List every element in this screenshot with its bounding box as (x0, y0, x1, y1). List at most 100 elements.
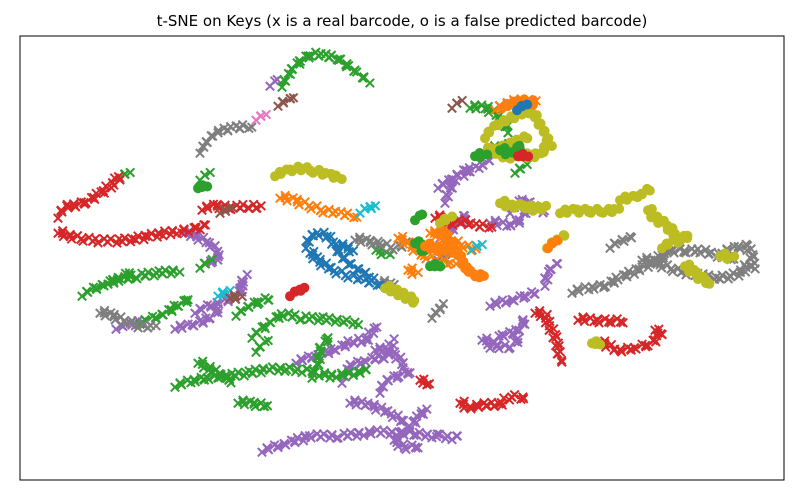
real-barcode-point (292, 194, 303, 205)
real-barcode-point (389, 333, 400, 344)
real-barcode-point (370, 405, 381, 416)
real-barcode-point (324, 312, 335, 323)
real-barcode-point (371, 322, 382, 333)
real-barcode-point (353, 427, 364, 438)
real-barcode-point (99, 188, 110, 199)
real-barcode-point (438, 298, 449, 309)
real-barcode-point (342, 208, 353, 219)
false-barcode-point (541, 200, 552, 211)
real-barcode-point (657, 329, 668, 340)
real-barcode-point (294, 199, 304, 210)
real-barcode-point (746, 243, 757, 254)
real-barcode-point (220, 206, 231, 217)
real-barcode-point (277, 311, 288, 322)
real-barcode-point (150, 312, 161, 323)
real-barcode-point (606, 317, 616, 328)
real-barcode-point (125, 167, 136, 178)
false-barcode-point (704, 278, 715, 289)
real-barcode-point (477, 239, 488, 250)
real-barcode-point (190, 222, 201, 233)
real-barcode-point (242, 269, 253, 280)
real-barcode-point (451, 431, 462, 441)
real-barcode-point (556, 357, 567, 368)
false-barcode-point (523, 151, 534, 162)
real-barcode-point (640, 340, 651, 351)
real-barcode-point (272, 441, 283, 452)
real-barcode-point (133, 322, 143, 333)
real-barcode-point (360, 364, 371, 375)
real-barcode-point (413, 442, 423, 453)
real-barcode-point (457, 95, 468, 106)
real-barcode-point (205, 167, 216, 178)
real-barcode-point (369, 399, 380, 410)
real-barcode-point (267, 362, 278, 372)
real-barcode-point (343, 272, 353, 283)
real-barcode-point (177, 323, 187, 334)
real-barcode-point (326, 50, 337, 61)
real-barcode-point (497, 400, 508, 411)
real-barcode-point (205, 367, 216, 378)
real-barcode-point (113, 171, 124, 182)
real-barcode-point (243, 202, 253, 213)
real-barcode-point (372, 350, 383, 361)
real-barcode-point (318, 429, 329, 439)
real-barcode-point (548, 323, 559, 334)
real-barcode-point (236, 306, 247, 317)
real-barcode-point (518, 314, 528, 325)
real-barcode-point (121, 318, 131, 329)
real-barcode-point (203, 374, 214, 385)
real-barcode-point (278, 97, 289, 108)
real-barcode-point (518, 393, 529, 404)
false-barcode-point (552, 235, 563, 246)
real-barcode-point (239, 399, 250, 410)
real-barcode-point (414, 427, 425, 438)
real-barcode-point (406, 265, 417, 276)
real-barcode-point (193, 235, 203, 246)
real-barcode-point (408, 430, 419, 441)
real-barcode-point (100, 310, 111, 321)
real-barcode-point (325, 231, 336, 242)
false-barcode-point (514, 140, 525, 151)
real-barcode-point (376, 241, 386, 252)
real-barcode-point (579, 316, 590, 327)
real-barcode-point (294, 59, 305, 70)
real-barcode-point (260, 336, 271, 347)
real-barcode-point (421, 404, 432, 415)
real-barcode-point (416, 406, 427, 417)
real-barcode-point (552, 258, 563, 269)
real-barcode-point (207, 254, 218, 265)
real-barcode-point (178, 224, 189, 234)
real-barcode-point (413, 267, 424, 278)
real-barcode-point (215, 372, 226, 383)
real-barcode-point (332, 314, 342, 325)
real-barcode-point (364, 78, 375, 88)
real-barcode-point (53, 213, 63, 224)
real-barcode-point (483, 223, 494, 233)
real-barcode-point (355, 237, 366, 248)
real-barcode-point (610, 239, 621, 249)
real-barcode-point (351, 399, 362, 410)
real-barcode-point (514, 218, 525, 229)
real-barcode-point (485, 343, 495, 354)
real-barcode-point (489, 401, 499, 412)
real-barcode-point (667, 266, 678, 277)
real-barcode-point (174, 267, 185, 278)
real-barcode-point (434, 429, 445, 440)
real-barcode-point (365, 428, 376, 439)
real-barcode-point (151, 320, 162, 331)
real-barcode-point (539, 273, 550, 283)
real-barcode-point (313, 230, 324, 241)
real-barcode-point (348, 66, 359, 77)
real-barcode-point (643, 257, 653, 268)
real-barcode-point (552, 348, 563, 359)
real-barcode-point (550, 340, 561, 351)
real-barcode-point (343, 367, 354, 378)
false-barcode-point (336, 174, 347, 185)
real-barcode-point (695, 247, 705, 258)
real-barcode-point (355, 368, 366, 379)
real-barcode-point (237, 199, 248, 210)
real-barcode-point (589, 284, 599, 294)
real-barcode-point (210, 240, 221, 251)
false-barcode-point (202, 181, 213, 192)
real-barcode-point (387, 412, 398, 423)
